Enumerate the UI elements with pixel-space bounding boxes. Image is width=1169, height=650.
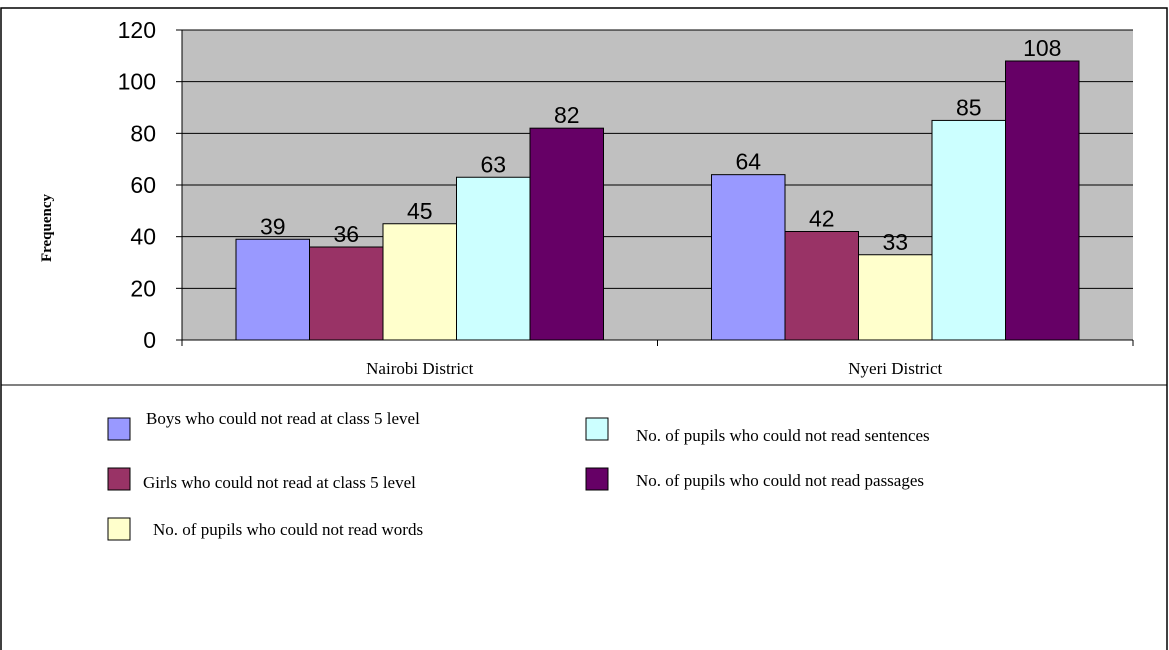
bar: [529, 127, 604, 341]
y-axis-label: Frequency: [39, 193, 55, 262]
data-label: 82: [554, 102, 580, 128]
y-tick-label: 80: [130, 120, 156, 146]
bar: [858, 254, 933, 341]
legend-label: No. of pupils who could not read words: [153, 520, 423, 539]
plot-area: 0 20 40 60 80 100 120 39 36 45 63 82 Nairobi Distric…: [118, 17, 1134, 378]
legend-swatch: [585, 467, 609, 491]
data-label: 33: [882, 229, 908, 255]
legend-swatch: [585, 417, 609, 441]
x-category-label: Nairobi District: [366, 359, 473, 378]
data-label: 42: [809, 206, 835, 232]
bar: [931, 119, 1006, 341]
bar: [456, 176, 531, 341]
legend-label: No. of pupils who could not read sentenc…: [636, 426, 930, 445]
y-tick-label: 40: [130, 224, 156, 250]
data-label: 45: [407, 198, 433, 224]
y-tick-label: 20: [130, 275, 156, 301]
bar: [382, 223, 457, 341]
data-label: 36: [333, 221, 359, 247]
data-label: 64: [735, 149, 761, 175]
bar: [1005, 60, 1080, 341]
data-label: 39: [260, 213, 286, 239]
x-category-label: Nyeri District: [848, 359, 942, 378]
y-tick-label: 120: [118, 17, 156, 43]
bar: [711, 174, 786, 341]
legend: Boys who could not read at class 5 level…: [107, 409, 930, 541]
data-label: 63: [480, 151, 506, 177]
data-label: 108: [1023, 35, 1061, 61]
y-tick-label: 100: [118, 69, 156, 95]
legend-swatch: [107, 467, 131, 491]
y-tick-label: 0: [143, 327, 156, 353]
bar: [784, 231, 859, 341]
legend-swatch: [107, 417, 131, 441]
legend-label: Girls who could not read at class 5 leve…: [143, 473, 416, 492]
bar: [235, 238, 310, 341]
data-label: 85: [956, 94, 982, 120]
y-tick-label: 60: [130, 172, 156, 198]
legend-label: Boys who could not read at class 5 level: [146, 409, 420, 428]
legend-swatch: [107, 517, 131, 541]
bar: [309, 246, 384, 341]
legend-label: No. of pupils who could not read passage…: [636, 471, 924, 490]
